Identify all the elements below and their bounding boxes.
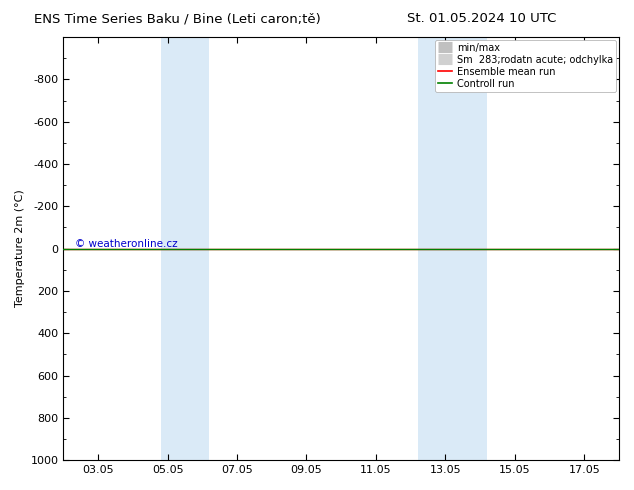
Text: St. 01.05.2024 10 UTC: St. 01.05.2024 10 UTC [407, 12, 557, 25]
Bar [418, 37, 487, 460]
Bar [160, 37, 209, 460]
Legend: min/max, Sm  283;rodatn acute; odchylka, Ensemble mean run, Controll run: min/max, Sm 283;rodatn acute; odchylka, … [435, 40, 616, 92]
Y-axis label: Temperature 2m (°C): Temperature 2m (°C) [15, 190, 25, 307]
Text: ENS Time Series Baku / Bine (Leti caron;tě): ENS Time Series Baku / Bine (Leti caron;… [34, 12, 321, 25]
Text: © weatheronline.cz: © weatheronline.cz [75, 239, 177, 248]
